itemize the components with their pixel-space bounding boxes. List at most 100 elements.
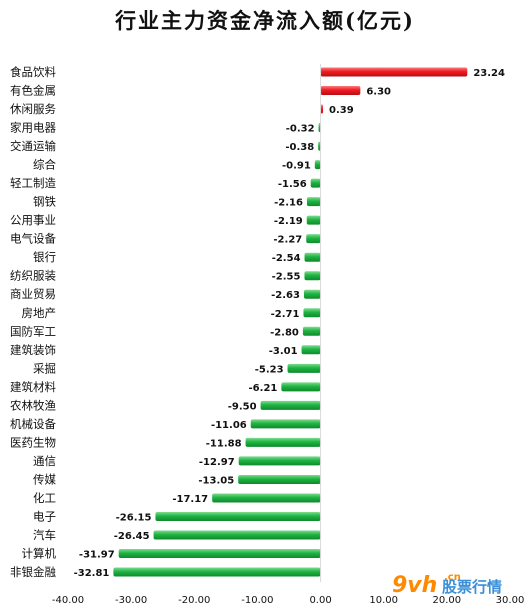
value-label-10: -2.27 xyxy=(273,235,302,246)
chart-title: 行业主力资金净流入额(亿元) xyxy=(114,8,415,33)
watermark: 9vh .cn 股票行情 xyxy=(392,572,502,598)
value-label-6: -0.91 xyxy=(282,161,311,172)
category-label-17: 采掘 xyxy=(33,361,56,375)
bar-21 xyxy=(245,437,321,447)
value-label-9: -2.19 xyxy=(274,216,303,227)
value-label-8: -2.16 xyxy=(274,198,303,209)
bar-11 xyxy=(304,252,321,262)
value-label-14: -2.71 xyxy=(271,309,300,320)
bar-23 xyxy=(238,474,321,484)
value-label-7: -1.56 xyxy=(278,179,307,190)
value-label-3: 0.39 xyxy=(329,105,354,116)
x-tick-7: 20.00 xyxy=(433,595,462,606)
value-label-17: -5.23 xyxy=(255,364,284,375)
bar-10 xyxy=(306,234,321,244)
x-tick-4: -10.00 xyxy=(241,595,273,606)
value-label-16: -3.01 xyxy=(269,346,298,357)
value-label-11: -2.54 xyxy=(272,253,301,264)
category-label-11: 银行 xyxy=(33,250,56,264)
category-label-1: 食品饮料 xyxy=(10,65,56,79)
bar-19 xyxy=(260,400,321,410)
x-tick-6: 10.00 xyxy=(369,595,398,606)
bar-4 xyxy=(318,123,321,133)
value-label-28: -32.81 xyxy=(74,568,110,579)
value-label-24: -17.17 xyxy=(172,494,208,505)
category-label-21: 医药生物 xyxy=(10,435,56,449)
category-label-4: 家用电器 xyxy=(10,121,56,135)
category-label-7: 轻工制造 xyxy=(10,176,56,190)
value-label-15: -2.80 xyxy=(270,327,299,338)
category-label-3: 休闲服务 xyxy=(10,102,56,116)
category-label-27: 计算机 xyxy=(22,547,57,561)
bar-26 xyxy=(153,530,321,540)
category-label-15: 国防军工 xyxy=(10,324,56,338)
bar-25 xyxy=(155,511,321,521)
bar-9 xyxy=(306,215,321,225)
x-tick-2: -30.00 xyxy=(115,595,147,606)
category-label-22: 通信 xyxy=(33,454,56,468)
bar-15 xyxy=(302,326,321,336)
category-label-25: 电子 xyxy=(33,509,56,523)
bar-7 xyxy=(310,178,321,188)
bar-12 xyxy=(304,271,321,281)
value-label-25: -26.15 xyxy=(116,512,152,523)
value-label-19: -9.50 xyxy=(228,401,257,412)
category-label-8: 钢铁 xyxy=(33,195,56,209)
category-label-10: 电气设备 xyxy=(10,232,56,246)
value-label-20: -11.06 xyxy=(211,420,247,431)
value-label-5: -0.38 xyxy=(285,142,314,153)
category-label-19: 农林牧渔 xyxy=(10,398,56,412)
bars-layer xyxy=(113,67,468,577)
category-label-2: 有色金属 xyxy=(10,84,56,98)
value-label-12: -2.55 xyxy=(272,272,301,283)
bar-27 xyxy=(118,549,321,559)
value-label-22: -12.97 xyxy=(199,457,235,468)
category-label-24: 化工 xyxy=(33,491,56,505)
bar-6 xyxy=(314,160,321,170)
watermark-site: 股票行情 xyxy=(442,578,502,596)
category-label-18: 建筑材料 xyxy=(10,380,56,394)
value-label-1: 23.24 xyxy=(473,68,505,79)
value-label-23: -13.05 xyxy=(198,475,234,486)
category-label-6: 综合 xyxy=(33,158,56,172)
category-label-23: 传媒 xyxy=(33,472,56,486)
bar-18 xyxy=(281,382,321,392)
bar-14 xyxy=(303,308,321,318)
bar-1 xyxy=(320,67,468,77)
category-label-14: 房地产 xyxy=(22,306,57,320)
value-label-4: -0.32 xyxy=(286,124,315,135)
bar-5 xyxy=(318,141,321,151)
category-label-12: 纺织服装 xyxy=(10,269,56,283)
watermark-domain: .cn xyxy=(444,572,461,583)
bar-8 xyxy=(306,197,321,207)
bar-28 xyxy=(113,567,321,577)
category-label-26: 汽车 xyxy=(33,528,56,542)
value-labels: 23.24 6.30 0.39 -0.32 -0.38 -0.91 -1.56 -2.16 -2… xyxy=(74,68,505,579)
value-label-2: 6.30 xyxy=(366,87,391,98)
x-tick-8: 30.00 xyxy=(496,595,525,606)
category-label-5: 交通运输 xyxy=(10,139,56,153)
watermark-brand: 9vh xyxy=(392,573,437,598)
category-labels: 食品饮料有色金属休闲服务家用电器交通运输综合轻工制造钢铁公用事业电气设备银行纺织… xyxy=(10,65,56,579)
bar-2 xyxy=(320,86,361,96)
x-axis-ticks: -40.00 -30.00 -20.00 -10.00 0.00 10.00 20.00 30… xyxy=(52,595,524,606)
bar-24 xyxy=(212,493,321,503)
value-label-27: -31.97 xyxy=(79,550,115,561)
value-label-13: -2.63 xyxy=(271,290,300,301)
category-label-16: 建筑装饰 xyxy=(10,343,56,357)
category-label-28: 非银金融 xyxy=(10,565,56,579)
bar-13 xyxy=(303,289,321,299)
x-tick-3: -20.00 xyxy=(178,595,210,606)
bar-22 xyxy=(238,456,321,466)
bar-16 xyxy=(301,345,321,355)
bar-17 xyxy=(287,363,321,373)
x-tick-1: -40.00 xyxy=(52,595,84,606)
value-label-26: -26.45 xyxy=(114,531,150,542)
bar-3 xyxy=(320,104,324,114)
value-label-18: -6.21 xyxy=(249,383,278,394)
x-tick-5: 0.00 xyxy=(309,595,331,606)
bar-20 xyxy=(250,419,321,429)
category-label-9: 公用事业 xyxy=(10,213,56,227)
category-label-13: 商业贸易 xyxy=(10,287,56,301)
